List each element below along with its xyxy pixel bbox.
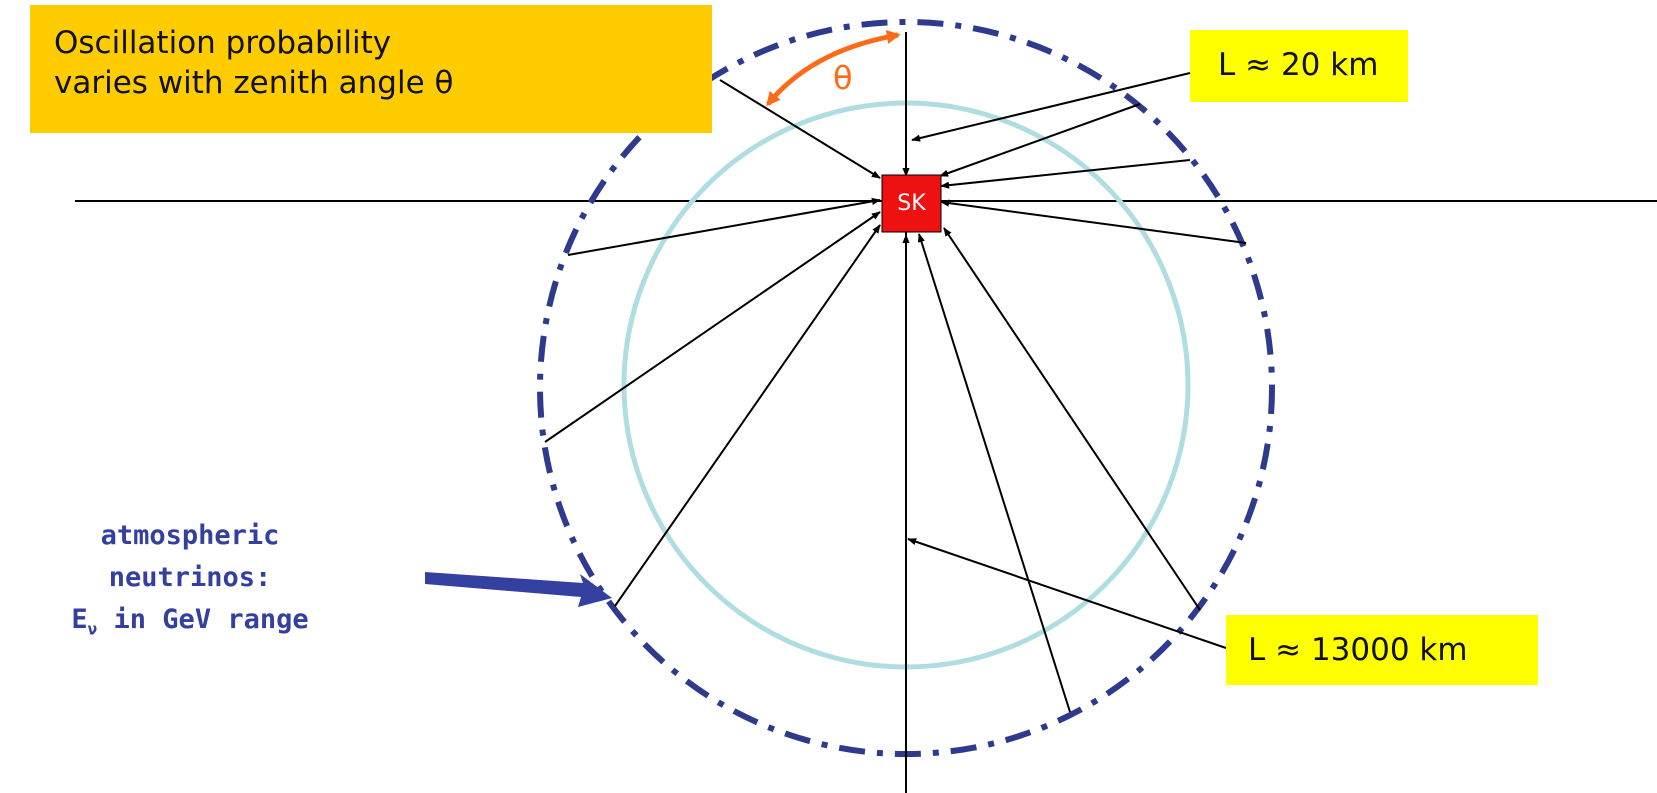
path-arrow xyxy=(918,233,1071,713)
title-line-2: varies with zenith angle θ xyxy=(54,65,454,101)
short-baseline-pointer xyxy=(911,72,1191,142)
note-line-3: Eν in GeV range xyxy=(0,599,380,650)
short-baseline-label: L ≈ 20 km xyxy=(1190,30,1408,102)
path-arrow xyxy=(614,224,881,607)
path-arrow xyxy=(943,227,1201,611)
neutrino-paths xyxy=(544,36,1247,793)
energy-symbol: E xyxy=(71,604,88,635)
long-baseline-pointer xyxy=(907,538,1227,649)
path-arrow xyxy=(719,79,881,179)
theta-label: θ xyxy=(833,59,853,97)
energy-text: in GeV range xyxy=(97,604,309,635)
title-line-1: Oscillation probability xyxy=(54,25,392,61)
path-arrow xyxy=(939,103,1141,177)
title-box: Oscillation probability varies with zeni… xyxy=(30,5,712,133)
sk-detector xyxy=(881,174,942,233)
path-arrow xyxy=(544,211,881,443)
sk-label: SK xyxy=(897,191,926,216)
atmospheric-neutrinos-note: atmospheric neutrinos: Eν in GeV range xyxy=(0,515,380,650)
note-line-2: neutrinos: xyxy=(108,562,272,593)
short-baseline-text: L ≈ 20 km xyxy=(1218,47,1379,83)
energy-subscript: ν xyxy=(87,619,98,639)
long-baseline-label: L ≈ 13000 km xyxy=(1226,615,1538,685)
zenith-angle-arc xyxy=(766,30,901,107)
neutrino-arrow xyxy=(425,572,612,607)
path-arrow xyxy=(567,197,881,256)
long-baseline-text: L ≈ 13000 km xyxy=(1248,632,1468,668)
note-line-1: atmospheric xyxy=(100,520,280,551)
path-arrow xyxy=(940,199,1247,244)
path-arrow xyxy=(940,159,1191,189)
